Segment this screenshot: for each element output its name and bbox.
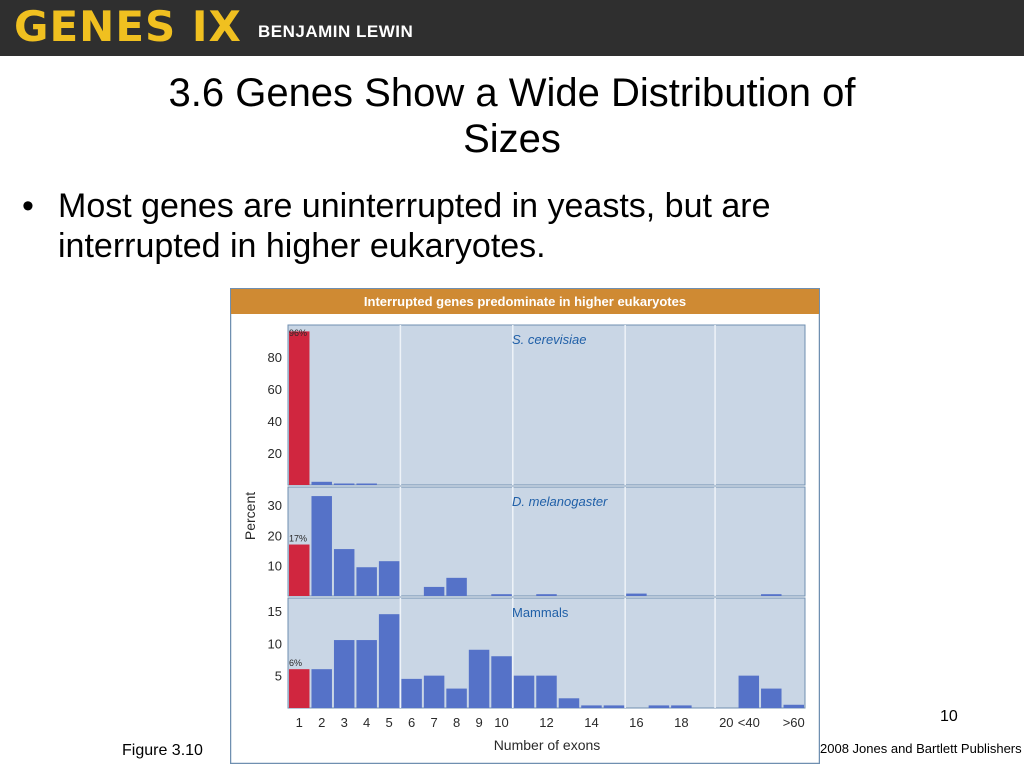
exon-bar (536, 594, 557, 596)
figure-caption: Figure 3.10 (122, 742, 203, 759)
x-tick-label: 18 (674, 715, 688, 730)
x-tick-label: 1 (296, 715, 303, 730)
exon-bar (333, 640, 355, 708)
y-tick-label: 60 (268, 382, 282, 397)
exon-bar (626, 593, 647, 596)
page-number: 10 (940, 708, 958, 725)
copyright-notice: 2008 Jones and Bartlett Publishers (820, 741, 1022, 756)
exon-distribution-figure: Interrupted genes predominate in higher … (229, 287, 821, 765)
header-banner: GENES IX BENJAMIN LEWIN (0, 0, 1024, 56)
x-tick-label: 8 (453, 715, 460, 730)
series-name-label: S. cerevisiae (512, 332, 586, 347)
exon-bar (558, 698, 580, 708)
y-axis-label: Percent (242, 492, 258, 540)
series-name-label: Mammals (512, 605, 569, 620)
book-logo: GENES IX (14, 2, 242, 51)
x-axis-label: Number of exons (494, 737, 601, 753)
series-name-label: D. melanogaster (512, 494, 608, 509)
slide-title: 3.6 Genes Show a Wide Distribution of Si… (0, 70, 1024, 162)
bullet-text-line-2: interrupted in higher eukaryotes. (58, 227, 546, 265)
slide-title-line-1: 3.6 Genes Show a Wide Distribution of (168, 71, 856, 115)
panel-3: 5 10 15 6% Mammals (268, 597, 806, 709)
exon-bar (761, 688, 782, 708)
y-tick-label: 10 (268, 636, 282, 651)
exon-bar (378, 561, 400, 596)
exon-bar (738, 675, 760, 708)
exon-bar (446, 688, 467, 708)
exon-bar (761, 594, 782, 596)
exon-bar (423, 675, 445, 708)
x-tick-label: 12 (539, 715, 553, 730)
bullet-text: Most genes are uninterrupted in yeasts, … (58, 186, 938, 266)
exon-bar (648, 705, 670, 708)
chart-header-bar (231, 289, 819, 314)
y-tick-label: 10 (268, 559, 282, 574)
y-tick-label: 30 (268, 498, 282, 513)
exon-bar (603, 705, 625, 708)
exon-bar (356, 640, 377, 708)
x-tick-label: >60 (783, 715, 805, 730)
chart-panels: 20 40 60 80 96% S. cerevisiae 10 20 30 17% D. mela… (268, 324, 806, 709)
x-tick-labels: 1 2 3 4 5 6 7 8 9 10 12 14 16 18 20 <40 >60 (296, 715, 805, 730)
x-tick-label: 9 (475, 715, 482, 730)
single-exon-bar (289, 544, 310, 596)
exon-bar (671, 705, 692, 708)
exon-bar (536, 675, 557, 708)
exon-chart: Interrupted genes predominate in higher … (229, 287, 821, 765)
x-tick-label: 20 (719, 715, 733, 730)
chart-title: Interrupted genes predominate in higher … (364, 294, 686, 309)
exon-bar (333, 483, 355, 485)
exon-bar (491, 594, 512, 596)
exon-bar (356, 567, 377, 596)
x-tick-label: 5 (386, 715, 393, 730)
y-tick-label: 5 (275, 669, 282, 684)
bullet-symbol: • (22, 187, 34, 225)
x-tick-label: 6 (408, 715, 415, 730)
exon-bar (356, 483, 377, 485)
exon-bar (401, 678, 422, 708)
x-tick-label: 4 (363, 715, 370, 730)
bar-percent-label: 17% (289, 534, 307, 544)
exon-bar (378, 614, 400, 708)
exon-bar (311, 496, 332, 596)
y-tick-label: 40 (268, 414, 282, 429)
exon-bar (311, 481, 332, 485)
panel-background (287, 324, 806, 486)
single-exon-bar (289, 669, 310, 708)
x-tick-label: <40 (738, 715, 760, 730)
x-tick-label: 14 (584, 715, 598, 730)
y-tick-label: 20 (268, 446, 282, 461)
author-name: BENJAMIN LEWIN (258, 22, 414, 41)
x-tick-label: 7 (430, 715, 437, 730)
exon-bar (783, 704, 804, 708)
y-tick-label: 80 (268, 350, 282, 365)
exon-bar (491, 656, 512, 708)
x-tick-label: 3 (341, 715, 348, 730)
exon-bar (581, 705, 602, 708)
slide-title-line-2: Sizes (463, 117, 561, 161)
exon-bar (423, 586, 445, 596)
exon-bar (311, 669, 332, 708)
bar-percent-label: 6% (289, 658, 302, 668)
bullet-text-line-1: Most genes are uninterrupted in yeasts, … (58, 187, 771, 225)
single-exon-bar (289, 331, 310, 485)
exon-bar (513, 675, 535, 708)
y-tick-label: 20 (268, 528, 282, 543)
bar-percent-label: 96% (289, 328, 307, 338)
x-tick-label: 2 (318, 715, 325, 730)
panel-2: 10 20 30 17% D. melanogaster (268, 486, 806, 597)
x-tick-label: 16 (629, 715, 643, 730)
y-tick-label: 15 (268, 604, 282, 619)
panel-1: 20 40 60 80 96% S. cerevisiae (268, 324, 806, 486)
exon-bar (468, 649, 490, 708)
x-tick-label: 10 (494, 715, 508, 730)
exon-bar (446, 577, 467, 596)
exon-bar (333, 549, 355, 596)
